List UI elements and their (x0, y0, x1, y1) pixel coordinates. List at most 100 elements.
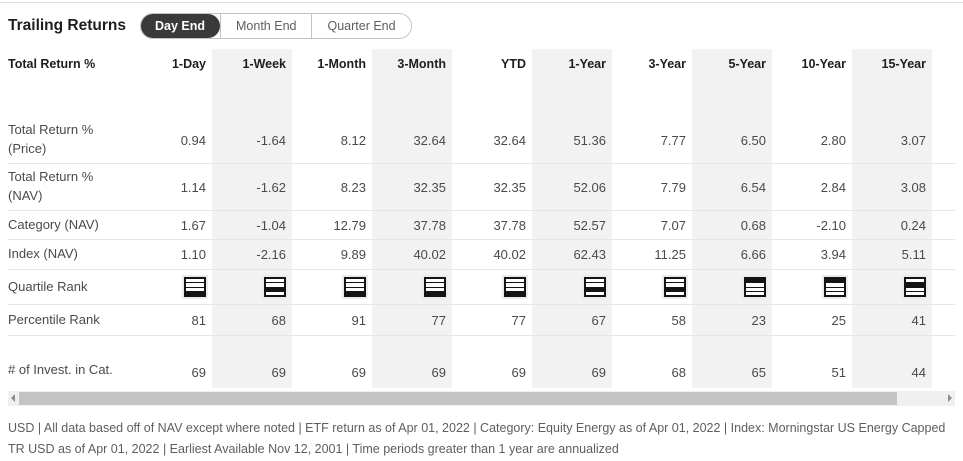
quartile-rank-icon (822, 275, 848, 299)
quartile-rank-icon (182, 275, 208, 299)
value-cell: 32.35 (493, 179, 526, 195)
value-cell: 5.11 (852, 240, 932, 269)
value-cell: 77 (511, 312, 526, 328)
column-header: YTD (501, 57, 526, 71)
quartile-cell (132, 275, 212, 299)
tab-quarter-end[interactable]: Quarter End (311, 14, 411, 38)
value-cell: 58 (671, 312, 686, 328)
quartile-cell (532, 270, 612, 304)
section-title: Trailing Returns (8, 17, 126, 34)
column-header: 15-Year (852, 49, 932, 79)
quartile-cell (292, 275, 372, 299)
value-cell: 11.25 (654, 247, 686, 262)
value-cell: 69 (191, 365, 206, 380)
quartile-cell (372, 270, 452, 304)
period-end-tab-group: Day End Month End Quarter End (140, 13, 412, 39)
quartile-rank-icon (262, 275, 288, 299)
value-cell: 67 (532, 305, 612, 335)
value-cell: 6.66 (692, 240, 772, 269)
value-cell: 69 (212, 336, 292, 388)
scrollbar-thumb[interactable] (19, 392, 897, 405)
value-cell: 25 (831, 312, 846, 328)
table-header-row: Total Return % 1-Day 1-Week 1-Month 3-Month… (8, 49, 955, 79)
column-header: 1-Year (532, 49, 612, 79)
value-cell: 41 (852, 305, 932, 335)
quartile-rank-icon (422, 275, 448, 299)
quartile-cell (612, 275, 692, 299)
value-cell: 69 (372, 336, 452, 388)
quartile-rank-icon (342, 275, 368, 299)
value-cell: 51.36 (532, 117, 612, 163)
value-cell: 7.77 (660, 132, 686, 148)
column-header: 10-Year (801, 57, 846, 71)
column-header: 5-Year (692, 49, 772, 79)
quartile-cell (852, 270, 932, 304)
quartile-cell (692, 270, 772, 304)
value-cell: 0.94 (180, 132, 206, 148)
column-header: 3-Month (372, 49, 452, 79)
tab-day-end[interactable]: Day End (140, 14, 221, 38)
value-cell: 40.02 (372, 240, 452, 269)
spacer-cell (212, 79, 292, 117)
row-label: Total Return % (Price) (8, 122, 94, 156)
quartile-cell (212, 270, 292, 304)
quartile-rank-icon (902, 275, 928, 299)
value-cell: 2.80 (820, 132, 846, 148)
value-cell: 69 (511, 365, 526, 380)
horizontal-scrollbar[interactable] (8, 391, 955, 406)
value-cell: 40.02 (493, 247, 526, 262)
value-cell: 32.64 (372, 117, 452, 163)
table-row: Total Return % (NAV) 1.14 -1.62 8.23 32.35 32… (8, 164, 955, 211)
row-label: Total Return % (NAV) (8, 169, 94, 203)
value-cell: 32.64 (493, 132, 526, 148)
value-cell: 23 (692, 305, 772, 335)
quartile-rank-icon (742, 275, 768, 299)
value-cell: 0.68 (692, 211, 772, 239)
value-cell: 62.43 (532, 240, 612, 269)
value-cell: 6.50 (692, 117, 772, 163)
value-cell: 68 (671, 365, 686, 380)
column-header: 1-Week (212, 49, 292, 79)
value-cell: 65 (692, 336, 772, 388)
column-header: 3-Year (648, 57, 686, 71)
table-row: Total Return % (Price) 0.94 -1.64 8.12 32.64… (8, 117, 955, 164)
value-cell: 8.23 (340, 179, 366, 195)
table-spacer-row (8, 79, 955, 117)
value-cell: 69 (532, 336, 612, 388)
value-cell: 37.78 (372, 211, 452, 239)
value-cell: 91 (351, 312, 366, 328)
value-cell: 32.35 (372, 164, 452, 210)
scroll-right-arrow-icon[interactable] (948, 394, 952, 402)
spacer-cell (692, 79, 772, 117)
value-cell: 77 (372, 305, 452, 335)
quartile-rank-icon (582, 275, 608, 299)
scroll-left-arrow-icon[interactable] (11, 394, 15, 402)
value-cell: 0.24 (852, 211, 932, 239)
value-cell: -1.64 (212, 117, 292, 163)
value-cell: 68 (212, 305, 292, 335)
tab-month-end[interactable]: Month End (220, 14, 312, 38)
value-cell: 51 (831, 365, 846, 380)
value-cell: 69 (351, 365, 366, 380)
value-cell: 52.57 (532, 211, 612, 239)
quartile-rank-icon (502, 275, 528, 299)
value-cell: 1.10 (180, 247, 206, 262)
value-cell: -1.62 (212, 164, 292, 210)
value-cell: 37.78 (493, 217, 526, 233)
value-cell: 7.07 (660, 217, 686, 233)
value-cell: -1.04 (212, 211, 292, 239)
trailing-returns-table: Total Return % 1-Day 1-Week 1-Month 3-Month… (8, 49, 955, 388)
spacer-cell (532, 79, 612, 117)
quartile-rank-icon (662, 275, 688, 299)
spacer-cell (852, 79, 932, 117)
row-label: # of Invest. in Cat. (8, 362, 113, 378)
value-cell: 1.14 (180, 179, 206, 195)
table-body: Total Return % (Price) 0.94 -1.64 8.12 32.64… (8, 117, 955, 388)
value-cell: 3.94 (820, 247, 846, 262)
column-header: 1-Day (171, 57, 206, 71)
value-cell: -2.10 (816, 217, 846, 233)
value-cell: 52.06 (532, 164, 612, 210)
value-cell: 2.84 (820, 179, 846, 195)
value-cell: -2.16 (212, 240, 292, 269)
